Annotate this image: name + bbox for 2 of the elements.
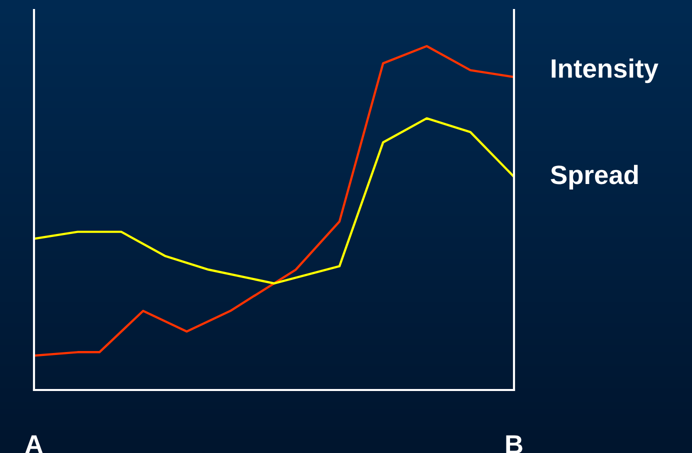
series-label: Intensity [552,58,658,84]
series-label: Spread [550,164,638,190]
